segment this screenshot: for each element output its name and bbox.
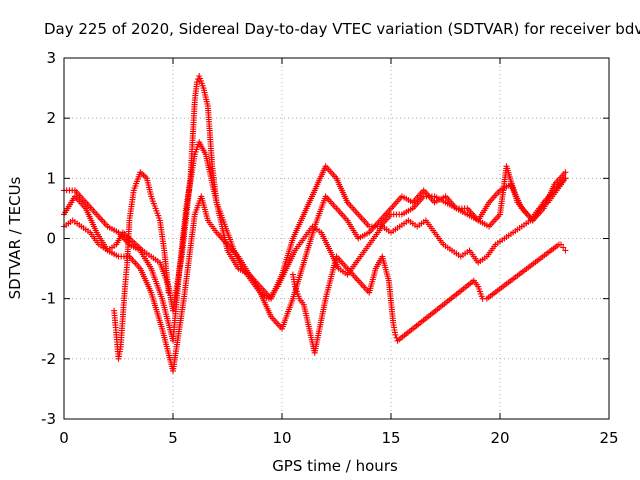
y-tick-label: 0: [46, 230, 56, 248]
x-tick-label: 25: [599, 429, 618, 447]
data-point: [165, 289, 172, 296]
x-tick-label: 5: [168, 429, 178, 447]
y-tick-label: 3: [46, 49, 56, 67]
data-point: [562, 169, 569, 176]
data-point: [392, 331, 399, 338]
data-point: [562, 247, 569, 254]
data-point: [562, 175, 569, 182]
x-tick-label: 20: [490, 429, 509, 447]
grid: [64, 58, 609, 419]
data-marks: [61, 73, 569, 374]
y-tick-label: 1: [46, 169, 56, 187]
y-tick-label: -2: [41, 350, 56, 368]
x-axis-label: GPS time / hours: [272, 457, 398, 475]
axis-ticks: 0 5 10 15 20 25 -3 -2 -1 0 1 2 3: [41, 49, 619, 447]
x-tick-label: 10: [272, 429, 291, 447]
y-tick-label: -3: [41, 410, 56, 428]
y-tick-label: 2: [46, 109, 56, 127]
y-tick-label: -1: [41, 290, 56, 308]
x-tick-label: 0: [59, 429, 69, 447]
y-axis-label: SDTVAR / TECUs: [6, 176, 24, 299]
data-point: [194, 79, 200, 86]
chart-title: Day 225 of 2020, Sidereal Day-to-day VTE…: [44, 20, 640, 38]
x-tick-label: 15: [381, 429, 400, 447]
